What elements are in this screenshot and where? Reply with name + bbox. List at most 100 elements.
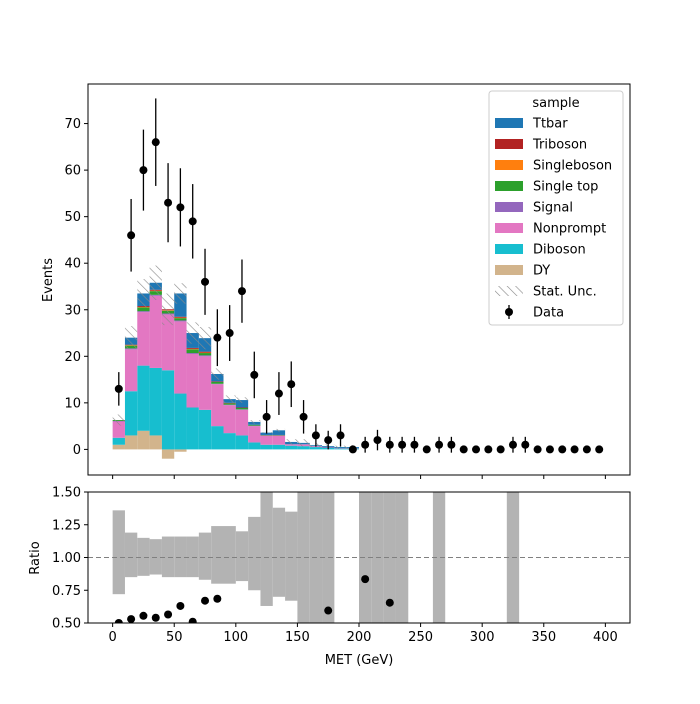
- ratio-point: [176, 602, 184, 610]
- ratio-band-bin: [199, 533, 211, 580]
- bar-single-top: [199, 353, 211, 355]
- legend-label: Diboson: [533, 243, 586, 258]
- bar-diboson: [260, 445, 272, 450]
- data-point: [115, 385, 123, 393]
- ratio-y-tick-label: 0.50: [52, 617, 81, 632]
- bar-nonprompt: [236, 410, 248, 436]
- data-point: [534, 445, 542, 453]
- bar-diboson: [162, 370, 174, 449]
- main-y-tick-label: 50: [64, 210, 81, 225]
- bar-single-top: [211, 382, 223, 384]
- stat-unc-bin: [125, 326, 137, 349]
- ratio-point: [213, 595, 221, 603]
- data-point: [238, 287, 246, 295]
- data-point: [472, 445, 480, 453]
- bar-nonprompt: [211, 384, 223, 426]
- data-point: [312, 431, 320, 439]
- bar-diboson: [297, 446, 309, 449]
- ratio-band-bin: [113, 510, 125, 594]
- data-point: [571, 445, 579, 453]
- main-x-ticks: [113, 475, 606, 479]
- data-point: [460, 445, 468, 453]
- ratio-x-tick-label: 150: [285, 630, 310, 645]
- data-point: [497, 445, 505, 453]
- stat-unc-bin: [211, 368, 223, 379]
- ratio-band-bin: [125, 533, 137, 578]
- ratio-band-bin: [248, 517, 260, 590]
- main-y-tick-label: 20: [64, 350, 81, 365]
- legend-marker: [505, 308, 513, 316]
- legend-title: sample: [532, 96, 579, 111]
- ratio-y-tick-label: 1.25: [52, 518, 81, 533]
- data-point: [423, 445, 431, 453]
- ratio-point: [164, 610, 172, 618]
- ratio-x-tick-label: 400: [593, 630, 618, 645]
- bar-nonprompt: [150, 296, 162, 368]
- bar-dy: [125, 435, 137, 449]
- bar-nonprompt: [174, 321, 186, 393]
- main-y-tick-label: 40: [64, 257, 81, 272]
- data-point: [287, 380, 295, 388]
- ratio-point: [324, 607, 332, 615]
- ratio-band-bin: [224, 526, 236, 584]
- ratio-band-bin: [285, 512, 297, 601]
- data-point: [509, 441, 517, 449]
- x-axis-label: MET (GeV): [325, 653, 394, 668]
- stat-unc-bin: [285, 439, 297, 445]
- data-point: [337, 431, 345, 439]
- bar-diboson: [248, 442, 260, 449]
- legend-swatch: [495, 181, 523, 191]
- data-point: [521, 441, 529, 449]
- bar-dy: [174, 449, 186, 451]
- main-y-axis-label: Events: [41, 258, 56, 302]
- data-point: [213, 334, 221, 342]
- data-point: [275, 390, 283, 398]
- legend-label: Stat. Unc.: [533, 285, 597, 300]
- data-point: [398, 441, 406, 449]
- bar-nonprompt: [260, 435, 272, 444]
- bar-single-top: [137, 307, 149, 311]
- data-point: [484, 445, 492, 453]
- legend-swatch-hatch: [495, 286, 523, 296]
- bar-dy: [150, 435, 162, 449]
- bar-diboson: [113, 438, 125, 445]
- ratio-y-tick-label: 1.50: [52, 486, 81, 501]
- bar-nonprompt: [224, 405, 236, 433]
- bar-single-top: [224, 403, 236, 404]
- stat-unc-bin: [113, 414, 125, 425]
- ratio-y-ticks: 0.500.751.001.251.50: [52, 486, 88, 632]
- main-y-tick-label: 60: [64, 164, 81, 179]
- ratio-y-tick-label: 1.00: [52, 551, 81, 566]
- bar-signal: [187, 353, 199, 354]
- data-point: [189, 217, 197, 225]
- bar-nonprompt: [187, 354, 199, 408]
- ratio-y-axis-label: Ratio: [28, 541, 43, 574]
- stat-unc-bin: [236, 397, 248, 403]
- legend-swatch: [495, 265, 523, 275]
- data-point: [558, 445, 566, 453]
- ratio-point: [189, 618, 197, 626]
- ratio-point: [152, 614, 160, 622]
- ratio-band-bin: [211, 526, 223, 584]
- main-y-tick-label: 0: [73, 443, 81, 458]
- data-point: [583, 445, 591, 453]
- data-point: [595, 445, 603, 453]
- data-point: [435, 441, 443, 449]
- legend-label: Signal: [533, 201, 573, 216]
- bar-diboson: [285, 446, 297, 450]
- bar-diboson: [236, 435, 248, 449]
- bar-nonprompt: [125, 349, 137, 391]
- data-point: [410, 441, 418, 449]
- main-y-tick-label: 30: [64, 303, 81, 318]
- data-point: [300, 413, 308, 421]
- bar-nonprompt: [137, 312, 149, 366]
- legend-label: Nonprompt: [533, 222, 606, 237]
- bar-signal: [137, 311, 149, 312]
- bar-diboson: [224, 433, 236, 449]
- bar-triboson: [187, 348, 199, 349]
- legend-label: Singleboson: [533, 159, 612, 174]
